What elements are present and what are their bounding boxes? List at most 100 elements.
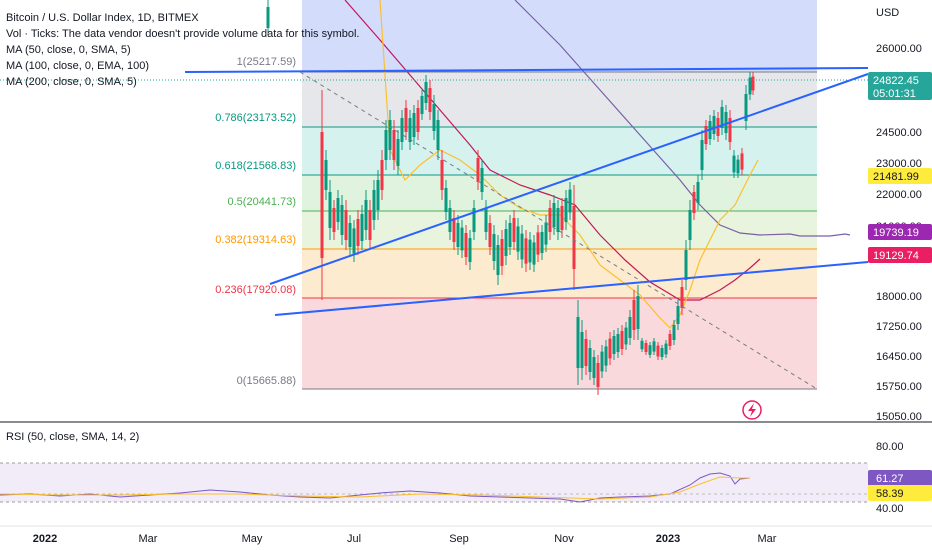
candle-body: [468, 238, 472, 262]
candle-body: [512, 218, 516, 242]
price-badge-value: 19739.19: [873, 227, 919, 239]
candle-body: [528, 239, 532, 263]
candlesticks: [266, 0, 755, 395]
candle-body: [636, 296, 640, 329]
support-trendline[interactable]: [274, 261, 869, 316]
chart-legend: Bitcoin / U.S. Dollar Index, 1D, BITMEX …: [6, 10, 359, 90]
price-badge: [868, 168, 932, 184]
candle-body: [400, 118, 404, 142]
candle-body: [568, 189, 572, 213]
candle-body: [680, 287, 684, 308]
rising-trendline[interactable]: [269, 73, 869, 285]
fibonacci-labels: 1(25217.59) 0.786(23173.52) 0.618(21568.83…: [215, 56, 296, 387]
price-tick-label: 16450.00: [876, 351, 922, 363]
candle-body: [748, 77, 752, 95]
rsi-pane: [0, 462, 868, 503]
candle-body: [384, 130, 388, 160]
candle-body: [560, 206, 564, 230]
candle-body: [552, 203, 556, 227]
candle-body: [444, 188, 448, 212]
candle-body: [348, 223, 352, 247]
rsi-axis[interactable]: 80.00 40.00: [876, 441, 904, 515]
resistance-trendline[interactable]: [184, 67, 869, 73]
time-axis[interactable]: 2022 Mar May Jul Sep Nov 2023 Mar: [33, 533, 777, 545]
candle-body: [356, 219, 360, 246]
candle-body: [328, 192, 332, 228]
price-badge: [868, 247, 932, 263]
volume-legend[interactable]: Vol · Ticks: The data vendor doesn't pro…: [6, 28, 360, 40]
ma200-line: [514, 0, 851, 237]
candle-body: [720, 107, 724, 128]
fib-level-label: 0.382(19314.63): [215, 234, 296, 246]
symbol-title[interactable]: Bitcoin / U.S. Dollar Index, 1D, BITMEX: [6, 12, 199, 24]
candle-body: [732, 155, 736, 173]
candle-body: [380, 160, 384, 190]
fib-level-label: 0(15665.88): [237, 375, 296, 387]
candle-body: [580, 332, 584, 368]
candle-body: [740, 153, 744, 170]
price-badge: [868, 72, 932, 100]
candle-body: [452, 218, 456, 242]
lightning-icon[interactable]: [742, 400, 762, 420]
candle-body: [408, 118, 412, 142]
candle-body: [344, 210, 348, 240]
candle-body: [584, 339, 588, 366]
candle-body: [324, 160, 328, 190]
candle-body: [332, 208, 336, 232]
candle-body: [684, 250, 688, 280]
candle-body: [736, 159, 740, 174]
time-tick-label: Sep: [449, 533, 469, 545]
candle-body: [520, 233, 524, 260]
candle-body: [420, 96, 424, 114]
ma100-legend[interactable]: MA (100, close, 0, EMA, 100): [6, 60, 150, 72]
candle-body: [404, 108, 408, 132]
candle-body: [424, 82, 428, 103]
time-tick-label: May: [242, 533, 263, 545]
candle-body: [692, 192, 696, 213]
candle-body: [712, 116, 716, 134]
candle-body: [544, 222, 548, 245]
candle-body: [696, 182, 700, 203]
candle-body: [516, 226, 520, 252]
candle-body: [352, 228, 356, 254]
candle-body: [751, 76, 755, 91]
candle-body: [440, 160, 444, 190]
candle-body: [664, 343, 668, 355]
candle-body: [612, 336, 616, 354]
fib-level-label: 1(25217.59): [237, 56, 296, 68]
candle-body: [432, 104, 436, 131]
candle-body: [340, 205, 344, 235]
price-tick-label: 24500.00: [876, 127, 922, 139]
candle-body: [492, 234, 496, 261]
candle-body: [644, 343, 648, 352]
time-tick-label: Nov: [554, 533, 574, 545]
candle-body: [628, 317, 632, 338]
candle-body: [372, 190, 376, 220]
candle-body: [624, 327, 628, 345]
rsi-ma-line: [0, 476, 750, 500]
candle-body: [620, 331, 624, 349]
rsi-legend[interactable]: RSI (50, close, SMA, 14, 2): [6, 431, 140, 443]
time-tick-label: 2023: [656, 533, 680, 545]
rsi-tick-label: 80.00: [876, 441, 904, 453]
candle-body: [688, 210, 692, 240]
rsi-badge-value: 58.39: [876, 488, 904, 500]
rsi-tick-label: 40.00: [876, 503, 904, 515]
candle-body: [576, 317, 580, 368]
price-tick-label: 22000.00: [876, 189, 922, 201]
candle-body: [728, 118, 732, 142]
candle-body: [540, 232, 544, 253]
price-badge: [868, 224, 932, 240]
price-tick-label: 15750.00: [876, 381, 922, 393]
ma50-legend[interactable]: MA (50, close, 0, SMA, 5): [6, 44, 131, 56]
rsi-badge-value: 61.27: [876, 473, 904, 485]
price-axis[interactable]: USD 26000.0025250.0024500.0023000.002200…: [876, 7, 922, 423]
candle-body: [572, 206, 576, 269]
candle-body: [616, 334, 620, 352]
ma200-legend[interactable]: MA (200, close, 0, SMA, 5): [6, 76, 137, 88]
candle-body: [508, 223, 512, 247]
price-badge-countdown: 05:01:31: [873, 88, 916, 100]
fib-level-label: 0.618(21568.83): [215, 160, 296, 172]
